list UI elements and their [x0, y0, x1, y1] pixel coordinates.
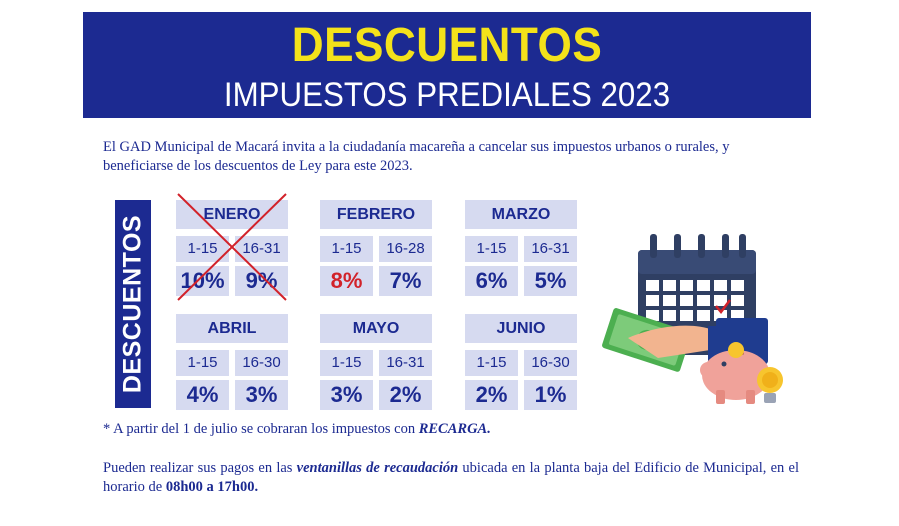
range-second-half: 16-30: [524, 350, 577, 376]
discount-first-half: 6%: [465, 266, 518, 296]
discount-second-half: 7%: [379, 266, 432, 296]
month-name: ABRIL: [176, 314, 288, 343]
discount-first-half: 3%: [320, 380, 373, 410]
month-card-junio: JUNIO 1-15 16-30 2% 1%: [465, 314, 577, 410]
payment-info: Pueden realizar sus pagos en las ventani…: [103, 459, 799, 497]
range-first-half: 1-15: [320, 236, 373, 262]
discount-second-half: 9%: [235, 266, 288, 296]
discount-first-half: 4%: [176, 380, 229, 410]
discount-first-half: 2%: [465, 380, 518, 410]
month-name: JUNIO: [465, 314, 577, 343]
range-first-half: 1-15: [176, 236, 229, 262]
month-name: FEBRERO: [320, 200, 432, 229]
note-keyword: RECARGA.: [418, 421, 491, 437]
range-second-half: 16-28: [379, 236, 432, 262]
discount-first-half: 8%: [320, 266, 373, 296]
discount-second-half: 1%: [524, 380, 577, 410]
month-card-abril: ABRIL 1-15 16-30 4% 3%: [176, 314, 288, 410]
header-banner: DESCUENTOS IMPUESTOS PREDIALES 2023: [83, 12, 811, 118]
month-card-enero: ENERO 1-15 16-31 10% 9%: [176, 200, 288, 296]
page-subtitle: IMPUESTOS PREDIALES 2023: [223, 76, 671, 114]
range-first-half: 1-15: [320, 350, 373, 376]
page-title: DESCUENTOS: [291, 19, 603, 72]
month-name: MAYO: [320, 314, 432, 343]
range-first-half: 1-15: [465, 350, 518, 376]
payment-text-1: Pueden realizar sus pagos en las: [103, 460, 297, 476]
month-name: ENERO: [176, 200, 288, 229]
range-second-half: 16-31: [524, 236, 577, 262]
range-second-half: 16-31: [379, 350, 432, 376]
surcharge-note: * A partir del 1 de julio se cobraran lo…: [103, 421, 491, 438]
payment-location: ventanillas de recaudación: [296, 460, 459, 476]
range-first-half: 1-15: [465, 236, 518, 262]
side-label: DESCUENTOS: [115, 200, 151, 408]
month-card-febrero: FEBRERO 1-15 16-28 8% 7%: [320, 200, 432, 296]
discount-first-half: 10%: [176, 266, 229, 296]
discount-second-half: 3%: [235, 380, 288, 410]
payment-text-2: ubicada en la planta baja del Edificio d…: [103, 460, 799, 495]
intro-text: El GAD Municipal de Macará invita a la c…: [103, 139, 730, 174]
range-first-half: 1-15: [176, 350, 229, 376]
month-card-mayo: MAYO 1-15 16-31 3% 2%: [320, 314, 432, 410]
payment-hours: 08h00 a 17h00.: [165, 479, 259, 495]
cross-out-icon: [177, 193, 287, 301]
month-card-marzo: MARZO 1-15 16-31 6% 5%: [465, 200, 577, 296]
month-name: MARZO: [465, 200, 577, 229]
discount-second-half: 2%: [379, 380, 432, 410]
note-text: * A partir del 1 de julio se cobraran lo…: [103, 421, 419, 437]
side-label-text: DESCUENTOS: [118, 214, 147, 394]
range-second-half: 16-30: [235, 350, 288, 376]
discount-second-half: 5%: [524, 266, 577, 296]
calendar-money-piggy-bank-icon: [602, 234, 783, 404]
